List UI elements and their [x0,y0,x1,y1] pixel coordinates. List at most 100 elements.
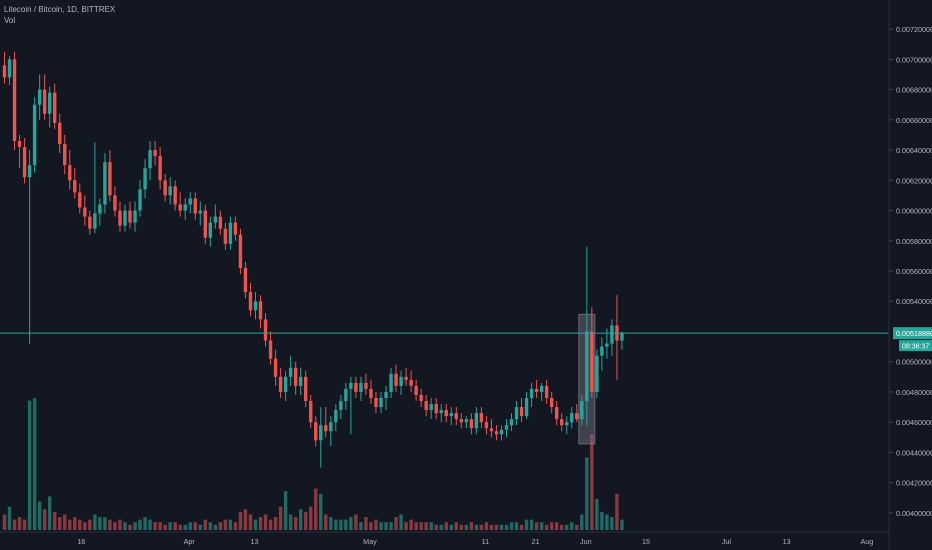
candle-body [83,207,87,217]
volume-bar [168,522,172,530]
time-axis-label: May [363,537,377,546]
candle [113,186,117,217]
candle-body [118,210,122,226]
volume-bar [364,517,368,530]
volume-indicator-label[interactable]: Vol [4,16,16,25]
candle-body [228,222,233,244]
volume-bar [148,519,152,530]
candle-body [309,401,313,423]
time-axis[interactable]: 16Apr13May1121Jun15Jul13Aug17Sep14 [77,537,932,546]
candle-body [595,355,599,392]
candle [253,292,258,320]
candle-body [173,186,177,205]
candle-body [193,198,197,214]
volume-bar [103,517,107,530]
candle [198,201,202,226]
candle [529,382,534,408]
candle-body [379,397,383,408]
candle [349,376,353,435]
candle [379,391,383,414]
volume-bar [479,524,484,530]
volume-bar [68,519,72,530]
volume-bar [519,524,524,530]
volume-bar [12,519,17,530]
candle-body [103,162,107,205]
volume-bar [560,524,564,530]
price-axis[interactable]: 0.00720000 0.00700000 0.00680000 0.00660000… [889,25,932,518]
candle-body [88,216,92,229]
candle [444,404,448,423]
candle [22,137,27,184]
candle [223,222,228,250]
candle-body [384,391,388,398]
candle-body [449,413,453,417]
candle [494,425,499,441]
price-axis-label: 0.00640000 [896,146,932,155]
volume-bar [399,514,403,530]
candle [549,391,554,414]
candle [369,379,373,405]
volume-bar [359,522,363,530]
candle [118,201,122,232]
volume-bar [42,509,47,530]
candle-body [153,150,157,157]
candle [399,370,403,395]
candle [454,407,458,426]
candle [288,355,293,386]
volume-bar [610,517,614,530]
candle [213,204,218,229]
price-axis-label: 0.00420000 [896,479,932,488]
candle-body [444,410,448,417]
candle [489,419,494,438]
volume-bar [524,519,529,530]
candle [434,397,438,420]
candle [47,86,52,128]
volume-bar [620,519,624,530]
candle [218,210,223,235]
candle-body [439,410,443,414]
candle [309,394,313,429]
current-price-tag [893,327,932,340]
price-axis-label: 0.00680000 [896,86,932,95]
volume-bar [529,519,534,530]
candle [98,198,102,226]
candle [83,195,87,226]
volume-bar [73,517,77,530]
candle-body [434,404,438,414]
volume-bar [444,522,448,530]
candle-body [293,367,298,386]
candle [263,313,268,347]
candle-body [509,419,514,426]
volume-bar [258,517,263,530]
candle [138,180,142,217]
time-axis-label: 11 [482,537,489,546]
candle-body [268,340,273,359]
candle [575,404,579,423]
volume-bar [570,522,574,530]
volume-bar [198,524,202,530]
candle [419,388,423,408]
volume-bar [123,522,127,530]
volume-bar [298,509,303,530]
candle-body [409,379,413,386]
volume-bar [218,522,223,530]
volume-bar [354,514,358,530]
volume-bar [414,522,418,530]
candle-body [565,422,569,426]
candle [394,364,398,392]
volume-bar [193,522,197,530]
candle-body [42,89,47,114]
candle [68,150,72,190]
volume-bar [565,524,569,530]
volume-bar [580,514,584,530]
candle [374,391,378,414]
candle-body [188,198,192,205]
candle [560,413,564,432]
candle [208,216,213,247]
candle-body [454,413,458,420]
candle-body [278,376,283,392]
volume-bar [379,522,383,530]
candle [133,201,137,232]
candle-body [529,388,534,398]
